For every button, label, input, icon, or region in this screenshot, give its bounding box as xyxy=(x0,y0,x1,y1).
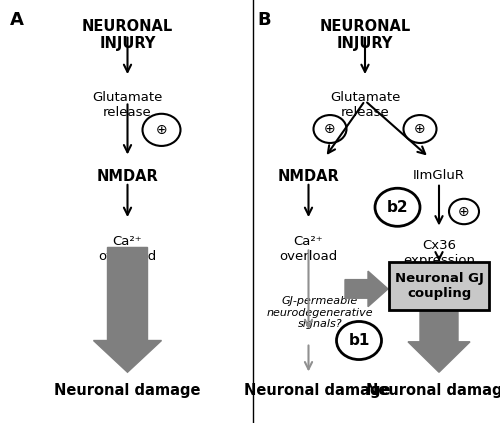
FancyBboxPatch shape xyxy=(389,262,489,310)
Text: Neuronal GJ
coupling: Neuronal GJ coupling xyxy=(394,272,484,300)
Text: B: B xyxy=(258,11,271,29)
Text: Neuronal damage: Neuronal damage xyxy=(366,383,500,398)
Text: NMDAR: NMDAR xyxy=(278,169,340,184)
Text: Ca²⁺
overload: Ca²⁺ overload xyxy=(98,235,156,263)
Text: Neuronal damage: Neuronal damage xyxy=(54,383,201,398)
Polygon shape xyxy=(94,247,162,372)
Text: A: A xyxy=(10,11,24,29)
Text: Neuronal damage: Neuronal damage xyxy=(244,383,391,398)
Text: Glutamate
release: Glutamate release xyxy=(330,91,400,119)
Text: b1: b1 xyxy=(348,333,370,348)
Text: Glutamate
release: Glutamate release xyxy=(92,91,162,119)
Text: Cx36
expression: Cx36 expression xyxy=(403,239,475,267)
Text: ⊕: ⊕ xyxy=(458,204,470,219)
Text: NMDAR: NMDAR xyxy=(96,169,158,184)
Text: NEURONAL
INJURY: NEURONAL INJURY xyxy=(82,19,173,52)
Text: ⊕: ⊕ xyxy=(324,122,336,136)
Text: IImGluR: IImGluR xyxy=(413,169,465,182)
Text: ⊕: ⊕ xyxy=(156,123,168,137)
Text: b2: b2 xyxy=(386,200,408,215)
Polygon shape xyxy=(408,310,470,372)
Text: Ca²⁺
overload: Ca²⁺ overload xyxy=(280,235,338,263)
Text: GJ-permeable
neurodegenerative
signals?: GJ-permeable neurodegenerative signals? xyxy=(266,296,374,329)
Text: NEURONAL
INJURY: NEURONAL INJURY xyxy=(320,19,410,52)
Text: ⊕: ⊕ xyxy=(414,122,426,136)
Polygon shape xyxy=(345,271,388,307)
